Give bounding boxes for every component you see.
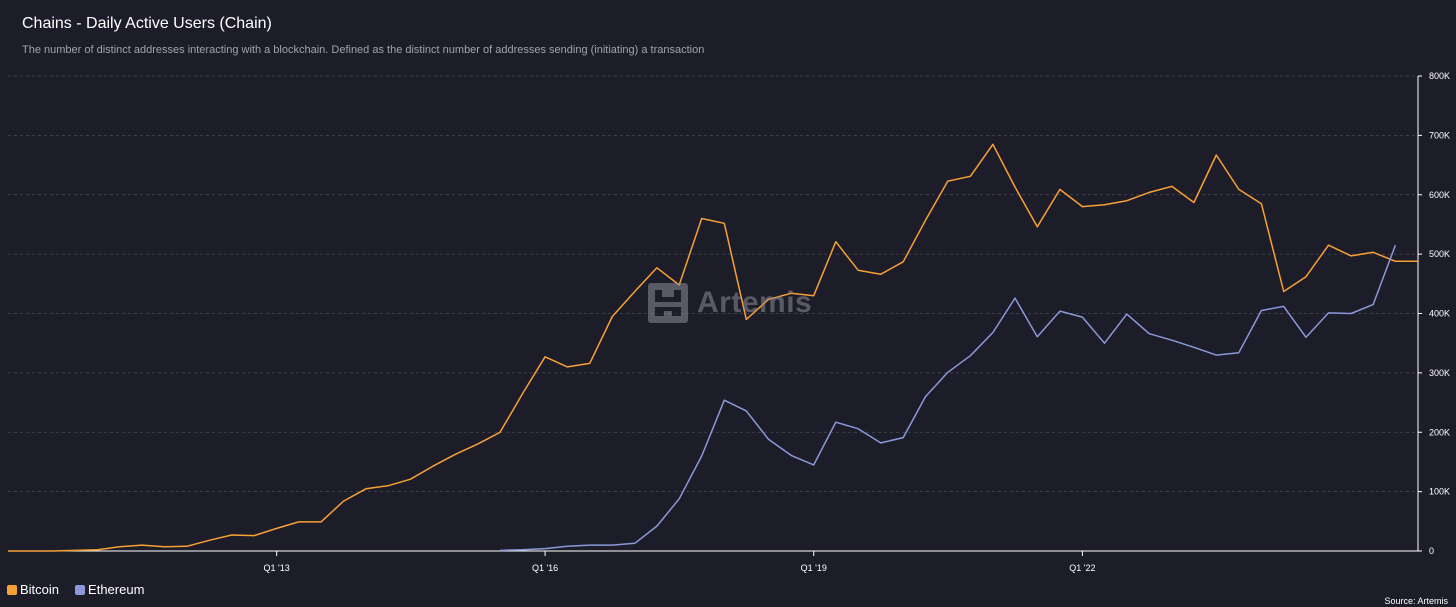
legend-swatch-bitcoin [7, 584, 17, 595]
x-tick-label: Q1 '16 [532, 563, 558, 573]
series-layer [8, 143, 1418, 552]
x-tick-label: Q1 '19 [801, 563, 827, 573]
y-tick-label: 200K [1429, 427, 1450, 437]
chart-subtitle: The number of distinct addresses interac… [22, 44, 705, 56]
legend-label-bitcoin: Bitcoin [20, 582, 60, 597]
chart-title: Chains - Daily Active Users (Chain) [22, 15, 272, 32]
y-tick-label: 100K [1429, 487, 1450, 497]
y-tick-label: 600K [1429, 190, 1450, 200]
x-tick-label: Q1 '22 [1069, 563, 1095, 573]
series-line-ethereum[interactable] [499, 244, 1397, 552]
legend-swatch-ethereum [75, 584, 86, 595]
legend-label-ethereum: Ethereum [88, 582, 145, 597]
series-line-bitcoin[interactable] [8, 143, 1418, 552]
y-tick-label: 500K [1429, 249, 1450, 259]
y-tick-label: 800K [1429, 71, 1450, 81]
y-tick-label: 400K [1429, 309, 1450, 319]
legend-item-bitcoin[interactable]: Bitcoin [7, 582, 59, 597]
x-tick-label: Q1 '13 [264, 563, 290, 573]
y-tick-label: 300K [1429, 368, 1450, 378]
y-tick-label: 700K [1429, 130, 1450, 140]
chart-legend: Bitcoin Ethereum [7, 582, 144, 597]
grid-layer [8, 75, 1418, 493]
y-tick-label: 0 [1429, 546, 1434, 556]
axis-layer: 0 100K 200K 300K 400K 500K 600K 700K 800K Q1 '13 Q… [8, 71, 1450, 573]
legend-item-ethereum[interactable]: Ethereum [75, 582, 144, 597]
source-note: Source: Artemis [1384, 596, 1448, 606]
